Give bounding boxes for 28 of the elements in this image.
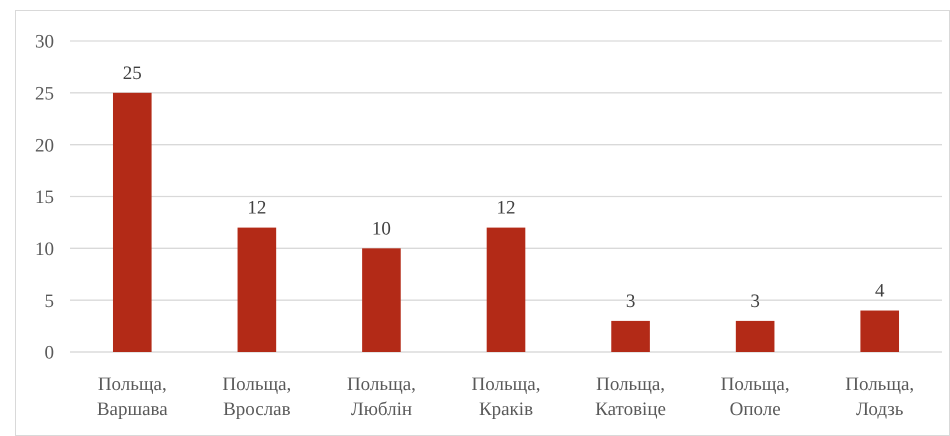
bar xyxy=(486,228,526,352)
y-tick-label: 10 xyxy=(35,238,54,260)
data-label: 10 xyxy=(372,218,391,240)
y-tick-label: 15 xyxy=(35,187,54,208)
y-tick-label: 5 xyxy=(44,290,54,312)
x-tick-label: Польща, Врослав xyxy=(222,374,292,420)
data-label: 3 xyxy=(750,290,760,312)
data-label: 12 xyxy=(247,198,266,219)
x-tick-label: Польща, Краків xyxy=(472,374,540,420)
bar xyxy=(112,92,152,352)
y-tick-label: 25 xyxy=(35,83,54,104)
x-tick-label: Польща, Люблін xyxy=(346,374,416,420)
data-label: 12 xyxy=(496,198,516,219)
data-label: 25 xyxy=(122,62,142,84)
data-label: 3 xyxy=(626,290,636,312)
bar xyxy=(736,320,774,352)
y-tick-label: 30 xyxy=(35,32,54,53)
bar xyxy=(860,310,900,352)
y-tick-label: 0 xyxy=(44,342,54,364)
data-label: 4 xyxy=(874,280,885,302)
x-tick-label: Польща, Лодзь xyxy=(845,374,914,420)
x-tick-label: Польща, Катовіце xyxy=(595,374,666,420)
x-tick-label: Польща, Ополе xyxy=(720,374,790,420)
bar xyxy=(611,320,650,352)
bar xyxy=(362,248,401,352)
bar xyxy=(238,228,276,352)
x-tick-label: Польща, Варшава xyxy=(96,374,168,420)
y-tick-label: 20 xyxy=(35,135,54,156)
